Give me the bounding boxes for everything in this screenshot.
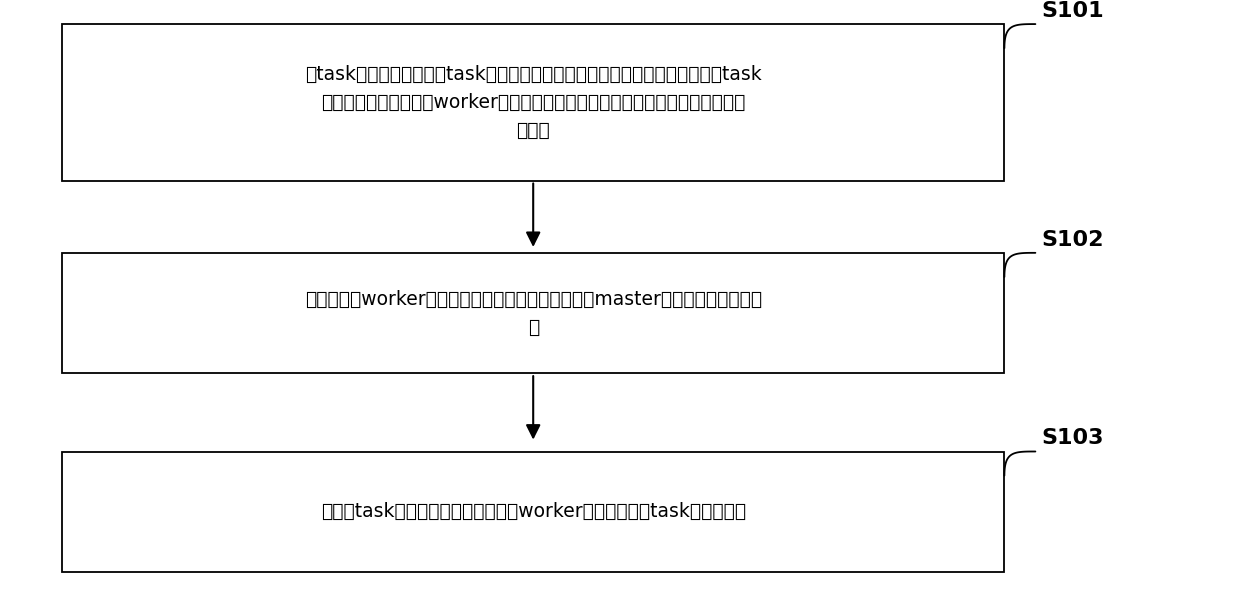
FancyBboxPatch shape <box>62 253 1004 373</box>
Text: S101: S101 <box>1042 1 1105 21</box>
FancyBboxPatch shape <box>62 452 1004 572</box>
Text: 将task任务进行分类，以task任务读取速度和占用资源量的大小两个条件，将task
任务分为四类；在各个worker节点上加入负载均衡模块，使之成为分布式负载: 将task任务进行分类，以task任务读取速度和占用资源量的大小两个条件，将ta… <box>305 65 761 140</box>
Text: S102: S102 <box>1042 230 1104 250</box>
FancyBboxPatch shape <box>62 24 1004 181</box>
Text: 动态监测各worker节点上的资源使用和负载情况，在master节点上根据权值的大
小: 动态监测各worker节点上的资源使用和负载情况，在master节点上根据权值的… <box>305 290 761 337</box>
Text: 通过与task分类情况进行映射至各个worker节点，再进行task任务的调度: 通过与task分类情况进行映射至各个worker节点，再进行task任务的调度 <box>321 502 745 521</box>
Text: S103: S103 <box>1042 429 1104 448</box>
